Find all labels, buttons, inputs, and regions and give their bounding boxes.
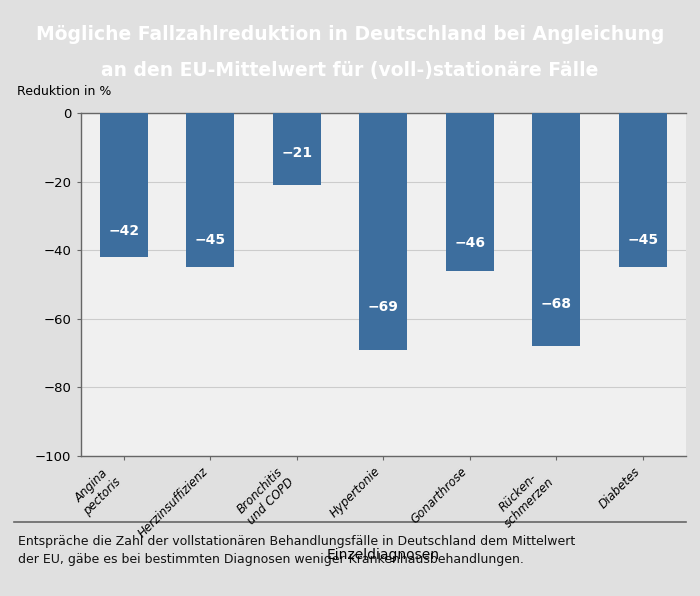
Bar	[273, 113, 321, 185]
Bar	[100, 113, 148, 257]
Bar	[619, 113, 666, 268]
Text: −21: −21	[281, 146, 312, 160]
Text: −42: −42	[108, 224, 139, 238]
Text: −46: −46	[454, 235, 485, 250]
Bar	[186, 113, 234, 268]
Bar	[533, 113, 580, 346]
Text: −68: −68	[540, 297, 572, 311]
Bar	[360, 113, 407, 350]
Bar	[446, 113, 494, 271]
Text: −45: −45	[195, 232, 226, 247]
Text: −45: −45	[627, 232, 658, 247]
Text: Mögliche Fallzahlreduktion in Deutschland bei Angleichung: Mögliche Fallzahlreduktion in Deutschlan…	[36, 26, 664, 44]
Text: an den EU-Mittelwert für (voll-)stationäre Fälle: an den EU-Mittelwert für (voll-)stationä…	[102, 61, 598, 80]
Text: Reduktion in %: Reduktion in %	[17, 85, 111, 98]
Text: Entspräche die Zahl der vollstationären Behandlungsfälle in Deutschland dem Mitt: Entspräche die Zahl der vollstationären …	[18, 535, 575, 566]
Text: −69: −69	[368, 300, 399, 314]
X-axis label: Einzeldiagnosen: Einzeldiagnosen	[327, 548, 440, 563]
